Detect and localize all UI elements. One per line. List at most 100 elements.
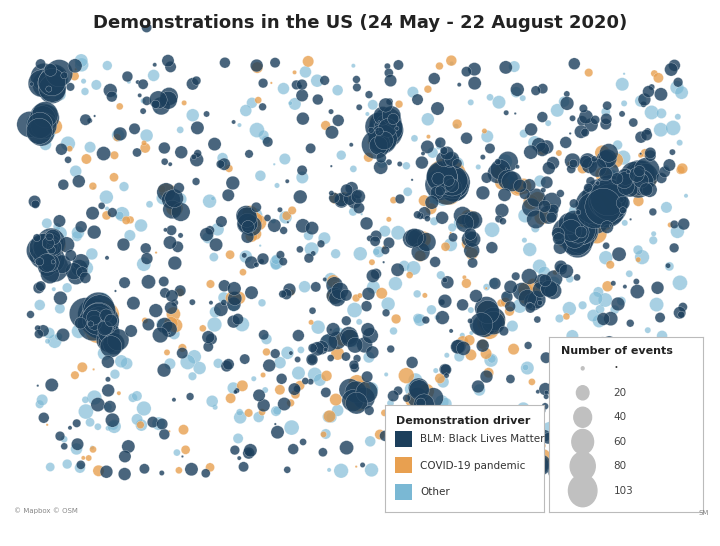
Point: [418, 235, 429, 244]
Point: [129, 124, 140, 133]
Point: [233, 454, 245, 462]
Point: [64, 424, 76, 432]
Point: [568, 199, 580, 208]
Point: [532, 195, 544, 204]
Point: [186, 372, 198, 381]
Point: [594, 198, 606, 206]
Point: [158, 144, 170, 152]
Point: [500, 444, 512, 453]
Point: [101, 310, 112, 319]
Point: [278, 226, 289, 235]
Point: [500, 298, 511, 306]
Point: [143, 320, 154, 329]
Point: [465, 98, 477, 107]
Point: [297, 222, 309, 230]
Point: [576, 216, 588, 225]
Point: [600, 170, 611, 179]
Point: [237, 268, 248, 277]
Point: [558, 97, 570, 106]
Point: [446, 56, 457, 65]
Point: [479, 321, 490, 330]
Point: [125, 216, 136, 224]
Point: [585, 121, 597, 129]
Point: [323, 412, 334, 421]
Point: [341, 290, 352, 299]
Point: [468, 216, 480, 224]
Point: [667, 148, 678, 157]
Point: [35, 124, 46, 133]
Point: [87, 311, 99, 319]
Point: [97, 316, 109, 325]
Point: [69, 371, 81, 379]
Point: [483, 369, 495, 377]
Point: [495, 168, 507, 176]
Point: [595, 200, 606, 209]
Point: [325, 107, 337, 116]
Point: [344, 334, 356, 342]
Point: [319, 275, 330, 284]
Point: [105, 316, 117, 325]
Point: [600, 295, 611, 304]
Point: [479, 127, 490, 135]
Point: [197, 324, 209, 333]
Point: [202, 234, 214, 242]
Point: [489, 279, 500, 288]
Point: [42, 239, 54, 247]
Point: [443, 161, 454, 170]
Point: [49, 337, 60, 346]
Point: [574, 222, 585, 231]
Point: [240, 106, 251, 115]
Point: [452, 342, 464, 351]
Point: [307, 355, 318, 364]
Point: [564, 275, 575, 283]
Point: [104, 337, 115, 346]
Point: [51, 241, 63, 250]
Point: [498, 327, 510, 335]
Point: [370, 232, 382, 240]
Point: [377, 135, 389, 144]
Point: [528, 456, 540, 465]
Point: [325, 354, 336, 363]
Point: [672, 227, 683, 236]
Point: [535, 460, 546, 469]
Point: [239, 355, 251, 364]
Point: [400, 162, 412, 170]
Point: [175, 207, 186, 216]
Point: [636, 253, 648, 262]
Point: [35, 248, 47, 257]
Point: [336, 151, 347, 159]
Point: [121, 359, 132, 368]
Point: [590, 194, 602, 203]
Circle shape: [577, 385, 589, 400]
Point: [646, 108, 657, 117]
Point: [204, 226, 216, 235]
Point: [409, 134, 420, 143]
Point: [433, 138, 444, 147]
Point: [649, 69, 660, 78]
Point: [525, 415, 536, 424]
Point: [508, 62, 520, 71]
Point: [481, 174, 492, 182]
Point: [600, 420, 612, 429]
Point: [254, 241, 266, 250]
Point: [246, 222, 257, 230]
Point: [186, 80, 198, 88]
Point: [544, 284, 555, 293]
Point: [391, 124, 402, 133]
Point: [567, 388, 578, 396]
Point: [42, 337, 53, 346]
Point: [475, 320, 487, 329]
Point: [504, 179, 516, 188]
Point: [441, 185, 452, 194]
Point: [521, 457, 533, 466]
Point: [561, 233, 572, 241]
Point: [253, 218, 264, 227]
Point: [302, 57, 314, 66]
Point: [482, 308, 494, 317]
Point: [541, 388, 552, 397]
Point: [570, 226, 582, 235]
Point: [58, 330, 69, 339]
Point: [586, 449, 598, 458]
Point: [174, 195, 186, 204]
Point: [63, 156, 74, 164]
